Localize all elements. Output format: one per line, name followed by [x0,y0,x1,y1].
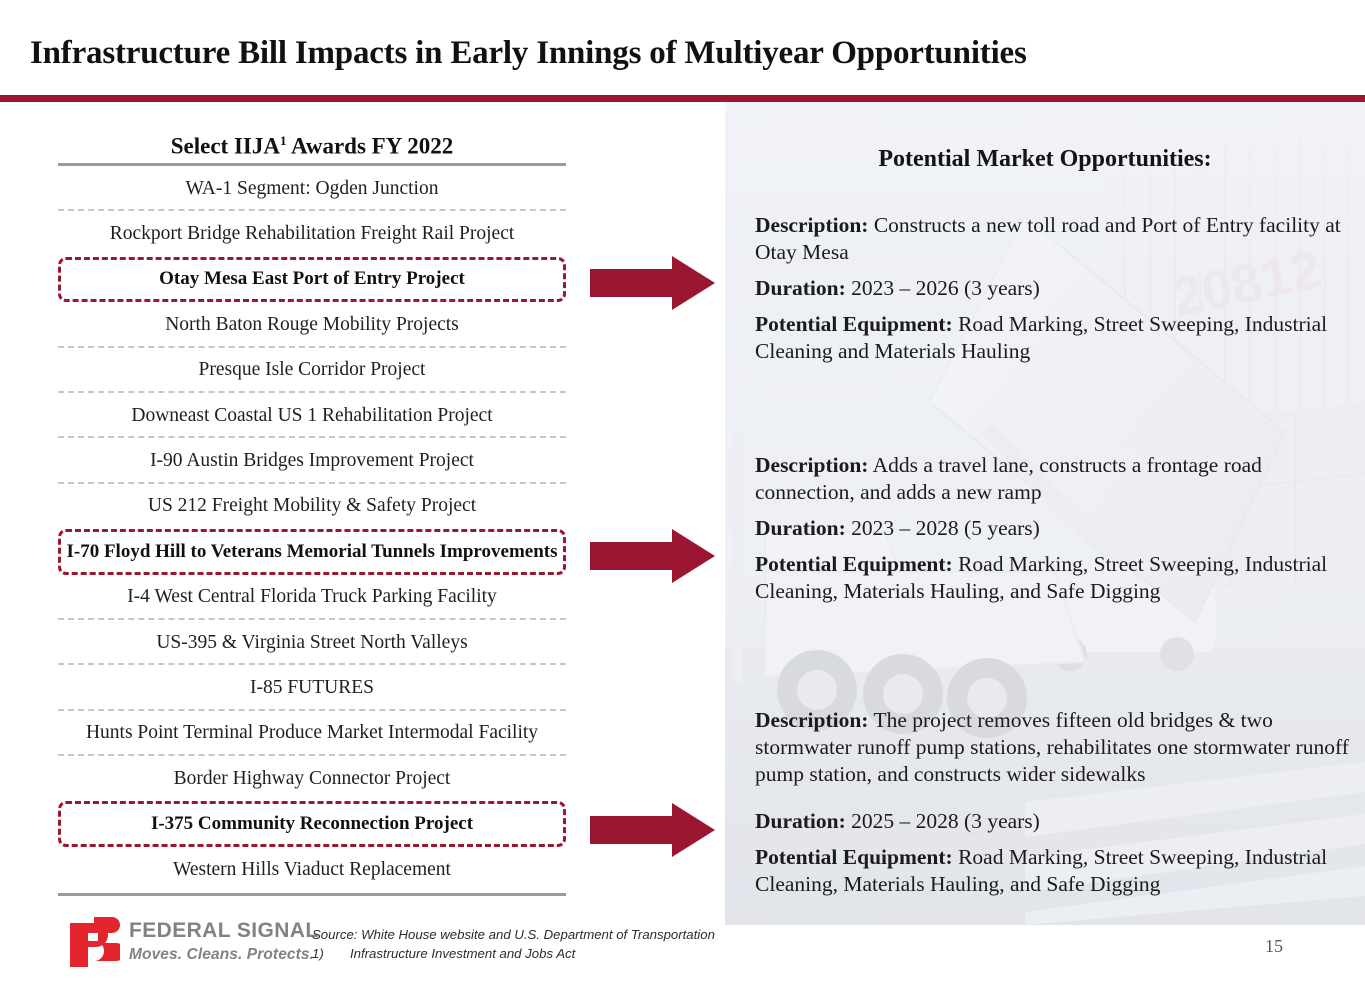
award-list-item-highlighted[interactable]: I-375 Community Reconnection Project [58,801,566,847]
right-arrow-icon [590,256,715,310]
awards-list-header-text: Select IIJA [170,133,280,159]
award-list-item[interactable]: I-85 FUTURES [58,665,566,712]
equipment-label: Potential Equipment: [755,312,953,337]
duration-label: Duration: [755,276,846,301]
panel-heading: Potential Market Opportunities: [878,146,1212,172]
opportunity-description-row: Description: Constructs a new toll road … [755,212,1355,266]
award-list-item-label: US 212 Freight Mobility & Safety Project [147,495,477,517]
opportunity-block-3: Description: The project removes fifteen… [755,707,1355,898]
award-list-item-label: I-4 West Central Florida Truck Parking F… [127,586,497,608]
footnote-row: 1) Infrastructure Investment and Jobs Ac… [312,944,715,963]
page-title: Infrastructure Bill Impacts in Early Inn… [30,35,1027,71]
opportunity-description-row: Description: The project removes fifteen… [755,707,1355,788]
award-list-item-label: Rockport Bridge Rehabilitation Freight R… [109,223,515,245]
award-list-item[interactable]: I-4 West Central Florida Truck Parking F… [58,575,566,621]
award-list-item[interactable]: Border Highway Connector Project [58,756,566,801]
award-list-item-label: Western Hills Viaduct Replacement [173,858,451,880]
award-list-item-label: Downeast Coastal US 1 Rehabilitation Pro… [131,404,493,426]
equipment-value: Road Marking, Street Sweeping, Industria… [755,312,1328,364]
award-list-item[interactable]: North Baton Rouge Mobility Projects [58,302,566,348]
title-divider [0,95,1365,102]
right-arrow-icon [590,529,715,583]
award-list-item[interactable]: US 212 Freight Mobility & Safety Project [58,484,566,529]
award-list-item-label: WA-1 Segment: Ogden Junction [185,177,439,199]
award-list-item-label: I-90 Austin Bridges Improvement Project [150,450,474,472]
award-list-item[interactable]: I-90 Austin Bridges Improvement Project [58,438,566,485]
federal-signal-fs-icon [70,917,120,967]
equipment-label: Potential Equipment: [755,552,953,577]
award-list-item-label: Border Highway Connector Project [173,767,451,789]
equipment-label: Potential Equipment: [755,845,953,870]
awards-list-header: Select IIJA1 Awards FY 2022 [58,133,566,160]
potential-market-opportunities-panel: 20812 [725,102,1365,925]
award-list-item[interactable]: Downeast Coastal US 1 Rehabilitation Pro… [58,393,566,439]
award-list-item-label: I-70 Floyd Hill to Veterans Memorial Tun… [66,540,558,562]
award-list-item-label: I-375 Community Reconnection Project [150,813,474,835]
duration-label: Duration: [755,516,846,541]
opportunity-duration-row: Duration: 2023 – 2026 (3 years) [755,275,1355,302]
award-list-item[interactable]: WA-1 Segment: Ogden Junction [58,166,566,212]
duration-value: 2023 – 2026 (3 years) [851,276,1040,301]
right-arrow-icon [590,803,715,857]
duration-value: 2025 – 2028 (3 years) [851,809,1040,834]
awards-list-header-footnote-marker: 1 [279,133,287,148]
opportunity-description-row: Description: Adds a travel lane, constru… [755,452,1355,506]
opportunity-equipment-row: Potential Equipment: Road Marking, Stree… [755,844,1355,898]
opportunity-equipment-row: Potential Equipment: Road Marking, Stree… [755,551,1355,605]
duration-label: Duration: [755,809,846,834]
opportunity-block-2: Description: Adds a travel lane, constru… [755,452,1355,605]
award-list-item[interactable]: Hunts Point Terminal Produce Market Inte… [58,711,566,757]
awards-list-top-rule [58,163,566,166]
awards-list: WA-1 Segment: Ogden Junction Rockport Bri… [58,166,566,892]
source-line: Source: White House website and U.S. Dep… [312,927,715,942]
opportunity-duration-row: Duration: 2023 – 2028 (5 years) [755,515,1355,542]
award-list-item-label: Otay Mesa East Port of Entry Project [159,268,465,290]
award-list-item[interactable]: Western Hills Viaduct Replacement [58,847,566,892]
opportunity-equipment-row: Potential Equipment: Road Marking, Stree… [755,311,1355,365]
award-list-item-label: US-395 & Virginia Street North Valleys [156,631,468,653]
description-label: Description: [755,453,869,477]
source-note: Source: White House website and U.S. Dep… [312,925,715,963]
award-list-item[interactable]: US-395 & Virginia Street North Valleys [58,620,566,666]
awards-list-header-suffix: Awards FY 2022 [286,133,454,159]
award-list-item-highlighted[interactable]: I-70 Floyd Hill to Veterans Memorial Tun… [58,529,566,575]
opportunity-duration-row: Duration: 2025 – 2028 (3 years) [755,808,1355,835]
logo-tagline: Moves. Cleans. Protects. [129,946,315,964]
equipment-value: Road Marking, Street Sweeping, Industria… [755,845,1328,897]
award-list-item-label: I-85 FUTURES [249,676,375,698]
description-label: Description: [755,708,869,732]
award-list-item[interactable]: Presque Isle Corridor Project [58,348,566,394]
awards-list-bottom-rule [58,893,566,896]
award-list-item-highlighted[interactable]: Otay Mesa East Port of Entry Project [58,256,566,303]
footnote-number: 1) [312,946,324,962]
description-value: Adds a travel lane, constructs a frontag… [755,453,1262,505]
description-value: Constructs a new toll road and Port of E… [755,213,1341,265]
description-value: The project removes fifteen old bridges … [755,708,1349,787]
award-list-item[interactable]: Rockport Bridge Rehabilitation Freight R… [58,211,566,256]
logo-company-name: FEDERAL SIGNAL [129,918,319,942]
equipment-value: Road Marking, Street Sweeping, Industria… [755,552,1328,604]
award-list-item-label: North Baton Rouge Mobility Projects [165,313,459,335]
description-label: Description: [755,213,869,237]
federal-signal-logo: FEDERAL SIGNAL Moves. Cleans. Protects. [68,917,319,967]
award-list-item-label: Hunts Point Terminal Produce Market Inte… [85,722,539,744]
opportunity-block-1: Description: Constructs a new toll road … [755,212,1355,365]
duration-value: 2023 – 2028 (5 years) [851,516,1040,541]
footnote-text: Infrastructure Investment and Jobs Act [350,946,576,962]
page-number: 15 [1265,936,1283,956]
panel-photo-overlay [725,102,1365,925]
award-list-item-label: Presque Isle Corridor Project [198,359,426,381]
